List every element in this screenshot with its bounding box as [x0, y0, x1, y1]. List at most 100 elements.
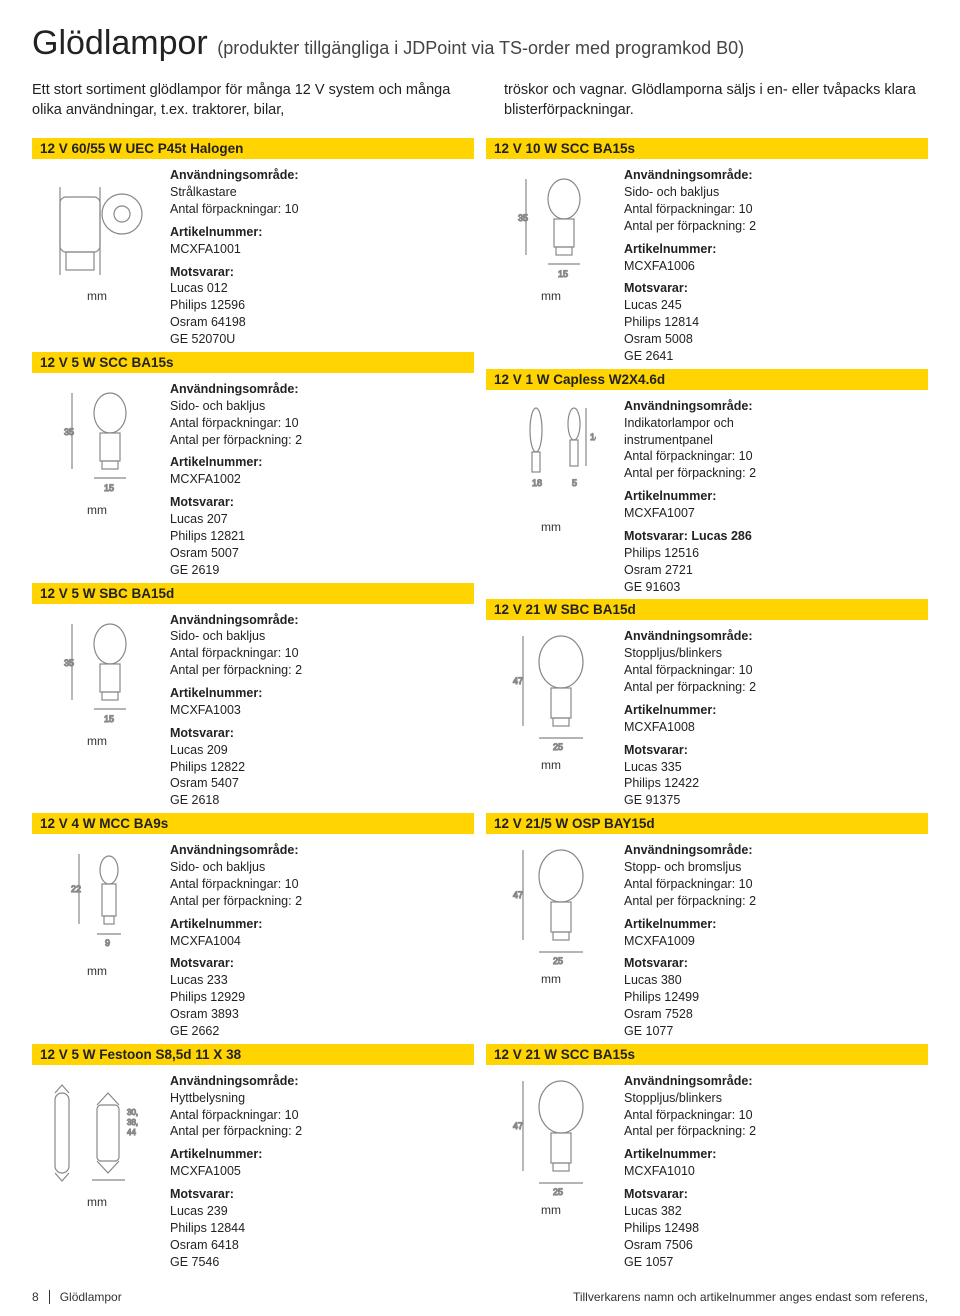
usage-value: Sido- och bakljus Antal förpackningar: 1… — [624, 184, 928, 235]
usage-label: Användningsområde: — [624, 842, 928, 859]
equiv-value: Lucas 207 Philips 12821 Osram 5007 GE 26… — [170, 511, 474, 579]
unit-label: mm — [541, 520, 561, 534]
equiv-label: Motsvarar: — [624, 1186, 928, 1203]
usage-value: Strålkastare Antal förpackningar: 10 — [170, 184, 474, 218]
usage-value: Indikatorlampor och instrumentpanel Anta… — [624, 415, 928, 483]
product-details: Användningsområde: Sido- och bakljus Ant… — [170, 842, 474, 1040]
article-value: MCXFA1009 — [624, 933, 928, 950]
product-diagram: 4725mm — [486, 842, 616, 990]
product-details: Användningsområde: Stoppljus/blinkers An… — [624, 628, 928, 809]
svg-text:38,: 38, — [127, 1118, 138, 1127]
product-columns: 12 V 60/55 W UEC P45t Halogen mm Användni… — [32, 138, 928, 1274]
product-details: Användningsområde: Sido- och bakljus Ant… — [170, 612, 474, 810]
equiv-label: Motsvarar: — [624, 955, 928, 972]
article-label: Artikelnummer: — [170, 916, 474, 933]
svg-text:25: 25 — [553, 1187, 563, 1197]
usage-label: Användningsområde: — [170, 381, 474, 398]
usage-value: Hyttbelysning Antal förpackningar: 10 An… — [170, 1090, 474, 1141]
equiv-value: Lucas 382 Philips 12498 Osram 7506 GE 10… — [624, 1203, 928, 1271]
usage-label: Användningsområde: — [624, 1073, 928, 1090]
product-diagram: 4725mm — [486, 1073, 616, 1221]
svg-text:18: 18 — [532, 478, 542, 488]
equiv-label: Motsvarar: — [170, 955, 474, 972]
product-diagram: 3515mm — [486, 167, 616, 307]
page-footer: 8 Glödlampor Tillverkarens namn och arti… — [32, 1290, 928, 1304]
equiv-value: Lucas 335 Philips 12422 GE 91375 — [624, 759, 928, 810]
usage-label: Användningsområde: — [170, 612, 474, 629]
usage-value: Stopp- och bromsljus Antal förpackningar… — [624, 859, 928, 910]
equiv-value: Lucas 209 Philips 12822 Osram 5407 GE 26… — [170, 742, 474, 810]
product-row: 4725mm Användningsområde: Stopp- och bro… — [486, 842, 928, 1040]
product-title-bar: 12 V 60/55 W UEC P45t Halogen — [32, 138, 474, 159]
unit-label: mm — [87, 964, 107, 978]
article-label: Artikelnummer: — [624, 916, 928, 933]
svg-text:25: 25 — [553, 742, 563, 752]
product-title-bar: 12 V 1 W Capless W2X4.6d — [486, 369, 928, 390]
product-details: Användningsområde: Sido- och bakljus Ant… — [170, 381, 474, 579]
product-title-bar: 12 V 10 W SCC BA15s — [486, 138, 928, 159]
svg-text:15: 15 — [104, 483, 114, 493]
usage-label: Användningsområde: — [170, 1073, 474, 1090]
article-label: Artikelnummer: — [170, 685, 474, 702]
product-details: Användningsområde: Stoppljus/blinkers An… — [624, 1073, 928, 1271]
article-label: Artikelnummer: — [624, 1146, 928, 1163]
article-value: MCXFA1001 — [170, 241, 474, 258]
usage-value: Sido- och bakljus Antal förpackningar: 1… — [170, 398, 474, 449]
product-details: Användningsområde: Sido- och bakljus Ant… — [624, 167, 928, 365]
svg-text:9: 9 — [105, 938, 110, 948]
usage-label: Användningsområde: — [624, 167, 928, 184]
product-details: Användningsområde: Indikatorlampor och i… — [624, 398, 928, 596]
product-title-bar: 12 V 5 W SCC BA15s — [32, 352, 474, 373]
article-label: Artikelnummer: — [170, 224, 474, 241]
usage-label: Användningsområde: — [170, 167, 474, 184]
product-row: 3515mm Användningsområde: Sido- och bakl… — [486, 167, 928, 365]
article-label: Artikelnummer: — [624, 702, 928, 719]
product-diagram: mm — [32, 167, 162, 307]
equiv-prefix: Motsvarar: Lucas 286 — [624, 528, 928, 545]
product-details: Användningsområde: Stopp- och bromsljus … — [624, 842, 928, 1040]
article-value: MCXFA1007 — [624, 505, 928, 522]
product-title-bar: 12 V 4 W MCC BA9s — [32, 813, 474, 834]
intro-right: tröskor och vagnar. Glödlamporna säljs i… — [504, 81, 928, 120]
page-number: 8 — [32, 1290, 39, 1304]
intro-block: Ett stort sortiment glödlampor för många… — [32, 81, 928, 120]
unit-label: mm — [541, 289, 561, 303]
svg-text:30,: 30, — [127, 1108, 138, 1117]
article-label: Artikelnummer: — [170, 1146, 474, 1163]
product-title-bar: 12 V 21 W SCC BA15s — [486, 1044, 928, 1065]
title-main: Glödlampor — [32, 24, 208, 62]
product-details: Användningsområde: Strålkastare Antal fö… — [170, 167, 474, 348]
product-title-bar: 12 V 21 W SBC BA15d — [486, 599, 928, 620]
equiv-label: Motsvarar: — [624, 280, 928, 297]
usage-value: Stoppljus/blinkers Antal förpackningar: … — [624, 645, 928, 696]
svg-text:22: 22 — [71, 884, 81, 894]
article-value: MCXFA1006 — [624, 258, 928, 275]
product-row: 14.5185mm Användningsområde: Indikatorla… — [486, 398, 928, 596]
equiv-value: Lucas 245 Philips 12814 Osram 5008 GE 26… — [624, 297, 928, 365]
svg-text:15: 15 — [104, 714, 114, 724]
article-value: MCXFA1002 — [170, 471, 474, 488]
footer-divider — [49, 1290, 50, 1304]
svg-text:5: 5 — [572, 478, 577, 488]
svg-text:15: 15 — [558, 269, 568, 279]
product-diagram: 3515mm — [32, 612, 162, 752]
article-label: Artikelnummer: — [170, 454, 474, 471]
unit-label: mm — [87, 503, 107, 517]
equiv-value: Philips 12516 Osram 2721 GE 91603 — [624, 545, 928, 596]
product-row: 4725mm Användningsområde: Stoppljus/blin… — [486, 628, 928, 809]
unit-label: mm — [541, 1203, 561, 1217]
left-column: 12 V 60/55 W UEC P45t Halogen mm Användni… — [32, 138, 474, 1274]
product-diagram: 4725mm — [486, 628, 616, 776]
equiv-value: Lucas 239 Philips 12844 Osram 6418 GE 75… — [170, 1203, 474, 1271]
product-row: 3515mm Användningsområde: Sido- och bakl… — [32, 381, 474, 579]
article-label: Artikelnummer: — [624, 488, 928, 505]
equiv-label: Motsvarar: — [170, 725, 474, 742]
equiv-label: Motsvarar: — [170, 494, 474, 511]
product-title-bar: 12 V 21/5 W OSP BAY15d — [486, 813, 928, 834]
intro-left: Ett stort sortiment glödlampor för många… — [32, 81, 456, 120]
product-diagram: 22 9 mm — [32, 842, 162, 982]
unit-label: mm — [541, 758, 561, 772]
usage-value: Sido- och bakljus Antal förpackningar: 1… — [170, 859, 474, 910]
product-row: 3515mm Användningsområde: Sido- och bakl… — [32, 612, 474, 810]
equiv-label: Motsvarar: — [624, 742, 928, 759]
